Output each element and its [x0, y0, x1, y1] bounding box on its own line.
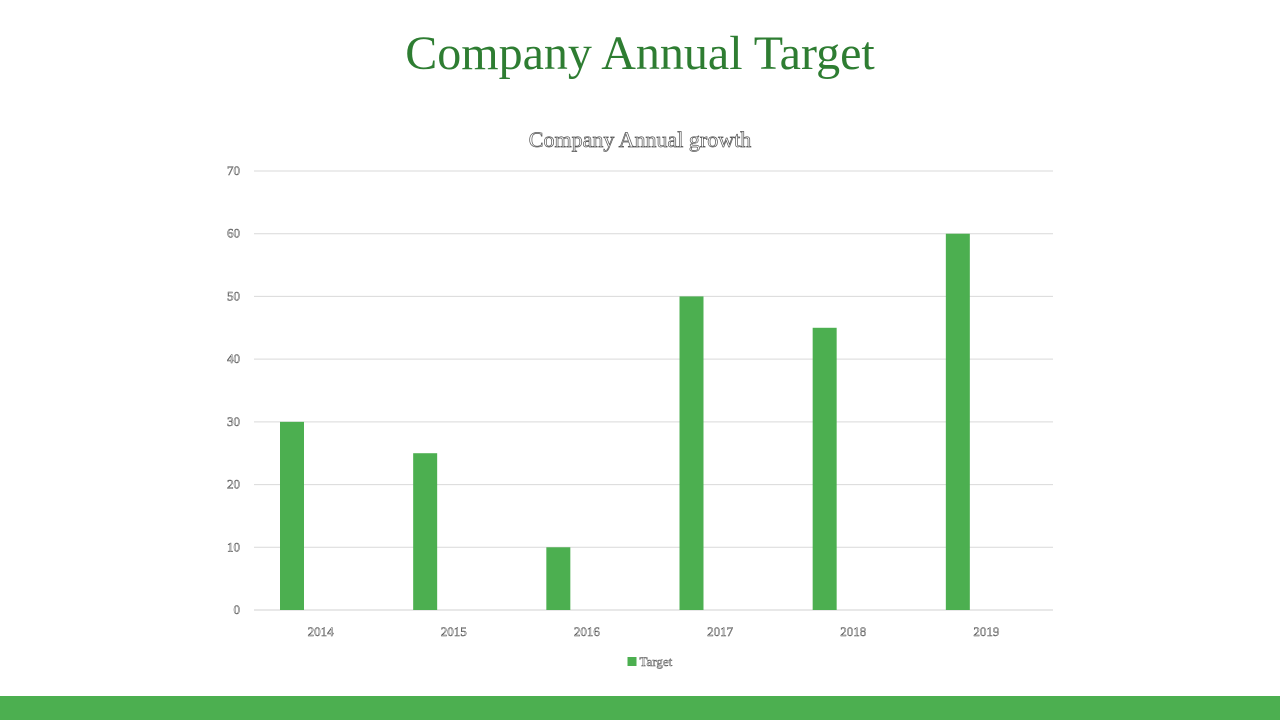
- y-axis-ticks: 0 10 20 30 40 50 60 70: [227, 163, 241, 618]
- bar-2018: [812, 327, 837, 610]
- bar-2015: [413, 453, 438, 610]
- bar-2016: [546, 547, 571, 610]
- x-tick-label: 2016: [574, 624, 601, 639]
- chart-title: Company Annual growth: [529, 127, 751, 152]
- y-tick-label: 10: [227, 539, 240, 554]
- x-tick-label: 2017: [707, 624, 734, 639]
- bar-2014: [280, 421, 304, 610]
- bar-2019: [945, 233, 970, 610]
- legend-swatch: [627, 657, 637, 666]
- x-tick-label: 2014: [308, 624, 335, 639]
- y-tick-label: 0: [234, 602, 241, 617]
- x-axis-ticks: 2014 2015 2016 2017 2018 2019: [307, 624, 999, 640]
- y-tick-label: 30: [227, 414, 240, 429]
- slide-title: Company Annual Target: [405, 27, 875, 80]
- y-tick-label: 50: [227, 288, 240, 303]
- x-tick-label: 2015: [441, 624, 467, 639]
- legend-label: Target: [640, 654, 673, 669]
- bars: [280, 233, 970, 610]
- x-tick-label: 2019: [973, 624, 999, 639]
- x-tick-label: 2018: [840, 624, 866, 639]
- legend: Target: [627, 654, 673, 669]
- y-tick-label: 20: [227, 477, 240, 492]
- y-tick-label: 60: [227, 226, 240, 241]
- y-tick-label: 40: [227, 351, 240, 366]
- bar-2017: [679, 296, 704, 610]
- y-tick-label: 70: [227, 163, 240, 178]
- footer-bar: [0, 696, 1280, 720]
- gridlines: [254, 170, 1053, 611]
